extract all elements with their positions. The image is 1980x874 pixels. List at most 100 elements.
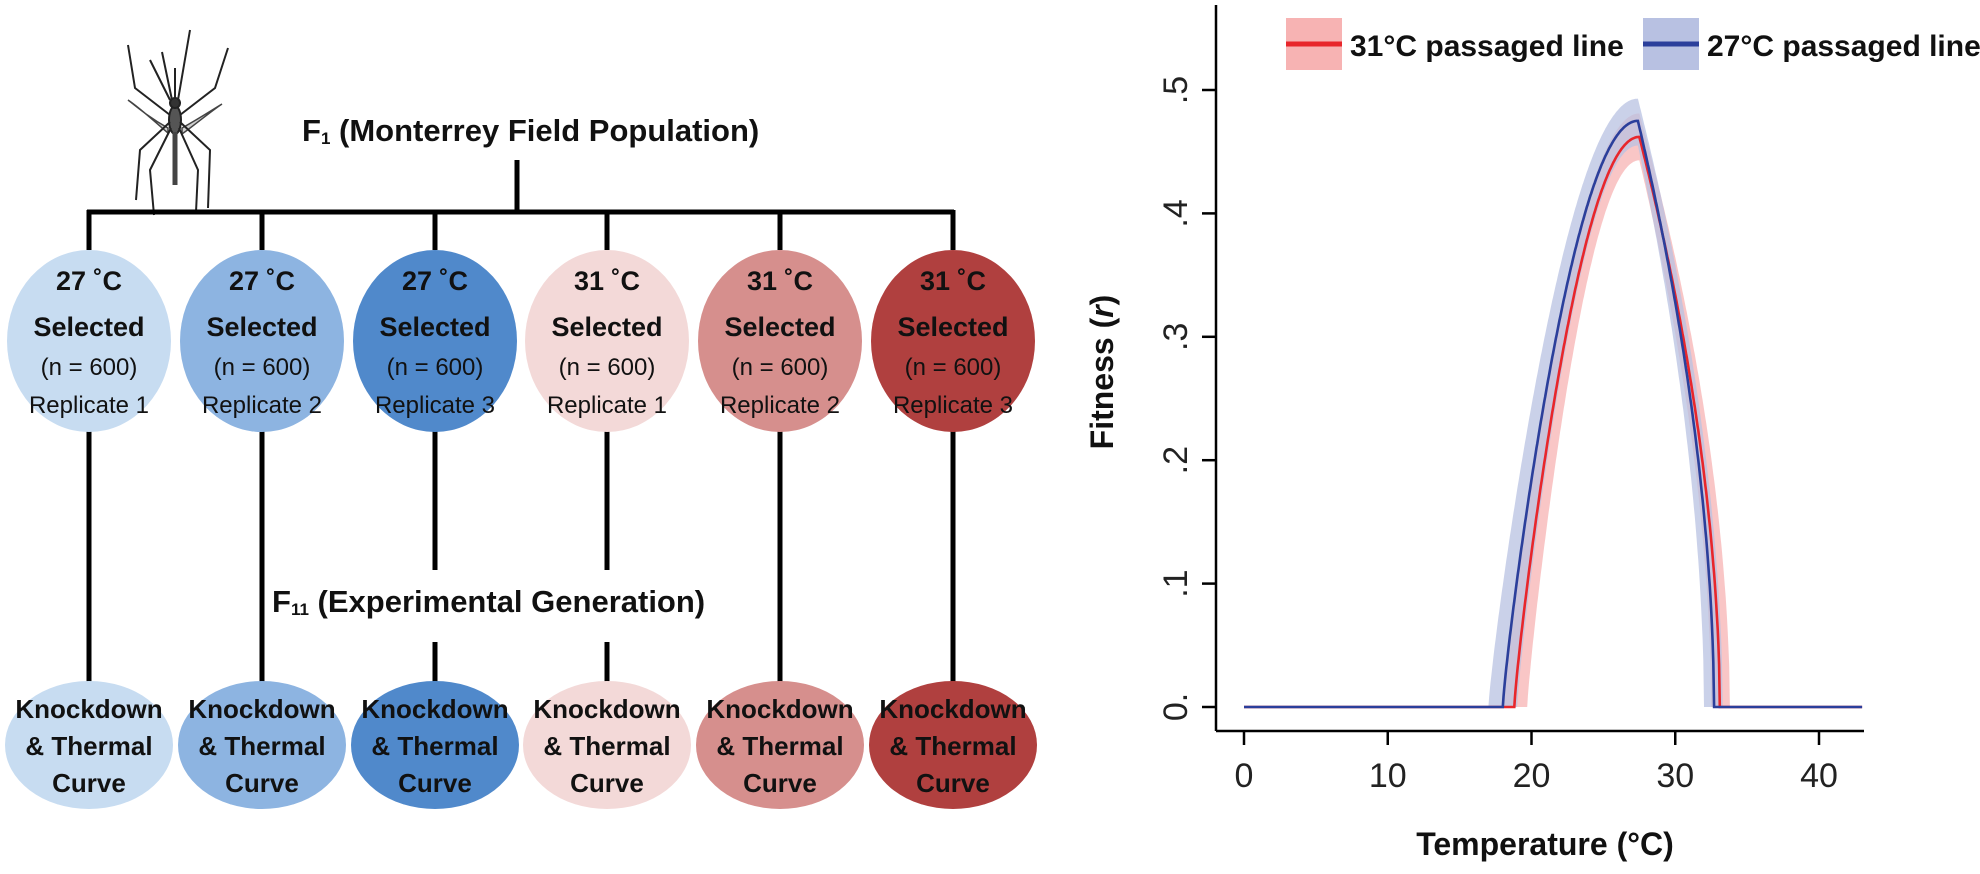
x-tick-label: 20	[1513, 757, 1551, 795]
outcome-label-line: Curve	[743, 768, 817, 798]
drop-lines	[86, 210, 956, 682]
chart-legend: 31°C passaged line 27°C passaged line	[1286, 18, 1980, 70]
selection-status: Selected	[206, 312, 317, 342]
outcome-label-line: Curve	[398, 768, 472, 798]
selection-node: 27 ˚C Selected (n = 600) Replicate 3	[353, 250, 517, 432]
selection-temp: 27 ˚C	[229, 266, 295, 296]
connector-lines	[87, 160, 954, 215]
outcome-node: Knockdown & Thermal Curve	[523, 681, 691, 809]
outcome-label-line: Curve	[570, 768, 644, 798]
selection-node-bubble	[7, 250, 171, 432]
outcome-node-bubble	[696, 681, 864, 809]
legend-item: 31°C passaged line	[1286, 18, 1624, 70]
outcome-label-line: Curve	[916, 768, 990, 798]
series-lines	[1244, 119, 1863, 709]
outcome-node-bubble	[5, 681, 173, 809]
outcome-node: Knockdown & Thermal Curve	[696, 681, 864, 809]
selection-status: Selected	[551, 312, 662, 342]
outcome-node: Knockdown & Thermal Curve	[869, 681, 1037, 809]
mosquito-icon	[127, 29, 229, 216]
selection-n: (n = 600)	[559, 354, 656, 381]
outcome-label-line: & Thermal	[25, 731, 152, 761]
y-tick-label: .1	[1157, 569, 1195, 597]
selection-status: Selected	[897, 312, 1008, 342]
experimental-generation-label: F11 (Experimental Generation)	[272, 584, 705, 619]
selection-node-bubble	[871, 250, 1035, 432]
selection-n: (n = 600)	[214, 354, 311, 381]
selection-status: Selected	[33, 312, 144, 342]
outcome-node: Knockdown & Thermal Curve	[351, 681, 519, 809]
outcome-label-line: Knockdown	[188, 694, 335, 724]
outcome-label-line: Knockdown	[15, 694, 162, 724]
outcome-node-bubble	[351, 681, 519, 809]
selection-n: (n = 600)	[732, 354, 829, 381]
outcome-label-line: Knockdown	[879, 694, 1026, 724]
x-tick-label: 10	[1369, 757, 1407, 795]
y-ticks: 0. .1 .2 .3 .4 .5	[1157, 76, 1216, 721]
outcome-node-bubble	[523, 681, 691, 809]
x-ticks: 0 10 20 30 40	[1235, 731, 1838, 795]
legend-item: 27°C passaged line	[1643, 18, 1980, 70]
selection-node: 31 ˚C Selected (n = 600) Replicate 3	[871, 250, 1035, 432]
confidence-band	[1488, 98, 1723, 708]
selection-temp: 31 ˚C	[920, 266, 986, 296]
outcome-label-line: Knockdown	[706, 694, 853, 724]
selection-node: 27 ˚C Selected (n = 600) Replicate 1	[7, 250, 171, 432]
outcome-label-line: Knockdown	[533, 694, 680, 724]
y-tick-label: .4	[1157, 199, 1195, 227]
fitness-chart: 0 10 20 30 40 0..1.2.3.4.5 Temperature (°C) …	[1084, 5, 1980, 862]
selection-temp: 27 ˚C	[402, 266, 468, 296]
y-axis-label: Fitness (r)	[1084, 295, 1120, 450]
outcome-label-line: & Thermal	[198, 731, 325, 761]
outcome-label-line: & Thermal	[543, 731, 670, 761]
y-tick-label: .5	[1157, 76, 1195, 104]
selection-n: (n = 600)	[41, 354, 138, 381]
selection-replicate: Replicate 2	[202, 392, 322, 419]
x-tick-label: 0	[1235, 757, 1254, 795]
outcome-label-line: Curve	[225, 768, 299, 798]
selection-n: (n = 600)	[387, 354, 484, 381]
selection-diagram: F1 (Monterrey Field Population) F11 (Exp…	[5, 29, 1037, 809]
axes	[1214, 5, 1864, 733]
selection-temp: 31 ˚C	[574, 266, 640, 296]
selection-node: 27 ˚C Selected (n = 600) Replicate 2	[180, 250, 344, 432]
legend-label: 31°C passaged line	[1350, 30, 1624, 63]
selection-node: 31 ˚C Selected (n = 600) Replicate 1	[525, 250, 689, 432]
selection-replicate: Replicate 3	[893, 392, 1013, 419]
selection-temp: 31 ˚C	[747, 266, 813, 296]
selection-status: Selected	[724, 312, 835, 342]
selection-replicate: Replicate 1	[547, 392, 667, 419]
series-line	[1244, 119, 1863, 709]
y-tick-label: .2	[1157, 446, 1195, 474]
outcome-label-line: Curve	[52, 768, 126, 798]
x-tick-label: 40	[1800, 757, 1838, 795]
outcome-label-line: & Thermal	[716, 731, 843, 761]
selection-replicate: Replicate 1	[29, 392, 149, 419]
selection-temp: 27 ˚C	[56, 266, 122, 296]
y-tick-label: 0.	[1157, 693, 1195, 721]
outcome-nodes: Knockdown & Thermal Curve Knockdown & Therma…	[5, 681, 1037, 809]
x-axis-label: Temperature (°C)	[1416, 826, 1674, 862]
selection-node: 31 ˚C Selected (n = 600) Replicate 2	[698, 250, 862, 432]
outcome-label-line: Knockdown	[361, 694, 508, 724]
outcome-node: Knockdown & Thermal Curve	[178, 681, 346, 809]
selection-node-bubble	[180, 250, 344, 432]
field-population-label: F1 (Monterrey Field Population)	[302, 113, 759, 148]
selection-n: (n = 600)	[905, 354, 1002, 381]
selection-node-bubble	[525, 250, 689, 432]
x-tick-label: 30	[1656, 757, 1694, 795]
selection-node-bubble	[698, 250, 862, 432]
legend-label: 27°C passaged line	[1707, 30, 1980, 63]
outcome-label-line: & Thermal	[889, 731, 1016, 761]
selection-nodes: 27 ˚C Selected (n = 600) Replicate 1 27 ˚C Se…	[7, 250, 1035, 432]
outcome-node: Knockdown & Thermal Curve	[5, 681, 173, 809]
selection-status: Selected	[379, 312, 490, 342]
confidence-bands	[1488, 98, 1730, 708]
selection-replicate: Replicate 2	[720, 392, 840, 419]
outcome-node-bubble	[178, 681, 346, 809]
outcome-node-bubble	[869, 681, 1037, 809]
outcome-label-line: & Thermal	[371, 731, 498, 761]
y-tick-label: .3	[1157, 323, 1195, 351]
selection-replicate: Replicate 3	[375, 392, 495, 419]
